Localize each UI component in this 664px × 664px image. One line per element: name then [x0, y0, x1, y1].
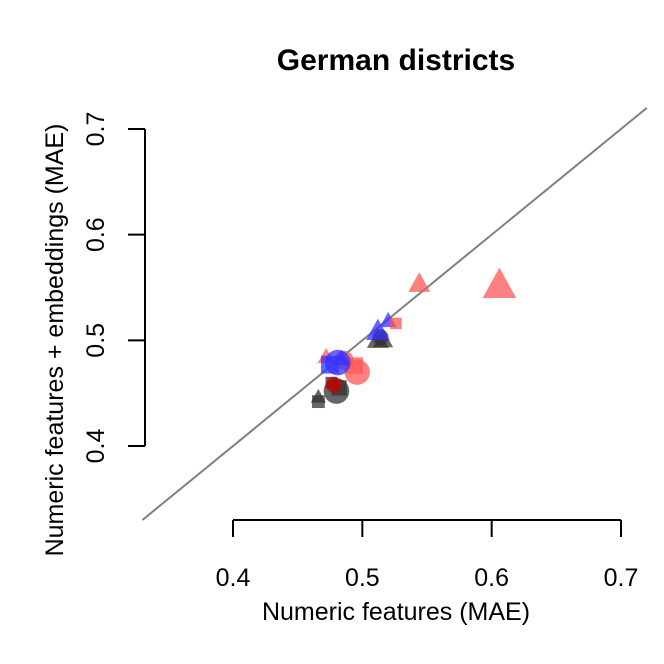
- y-tick-label: 0.4: [82, 429, 110, 464]
- data-point-triangle: [482, 267, 517, 298]
- plot-area: [141, 107, 648, 521]
- x-axis: 0.4 0.5 0.6 0.7: [216, 519, 639, 592]
- data-point-triangle: [366, 318, 390, 340]
- x-tick-label: 0.7: [604, 564, 639, 592]
- y-tick-label: 0.5: [82, 323, 110, 358]
- y-axis-label: Numeric features + embeddings (MAE): [41, 124, 69, 557]
- data-point-triangle: [333, 349, 351, 366]
- data-point-triangle: [408, 272, 431, 292]
- identity-reference-line: [141, 107, 648, 521]
- data-point-square: [390, 317, 402, 330]
- data-point-circle: [325, 376, 342, 393]
- data-point-square: [311, 395, 325, 409]
- y-tick-label: 0.6: [82, 217, 110, 252]
- x-tick-label: 0.4: [216, 564, 251, 592]
- chart-title: German districts: [277, 44, 515, 77]
- y-axis: 0.4 0.5 0.6 0.7: [82, 112, 146, 464]
- x-tick-label: 0.6: [474, 564, 509, 592]
- x-tick-label: 0.5: [345, 564, 380, 592]
- x-axis-label: Numeric features (MAE): [262, 598, 530, 626]
- y-tick-label: 0.7: [82, 112, 110, 147]
